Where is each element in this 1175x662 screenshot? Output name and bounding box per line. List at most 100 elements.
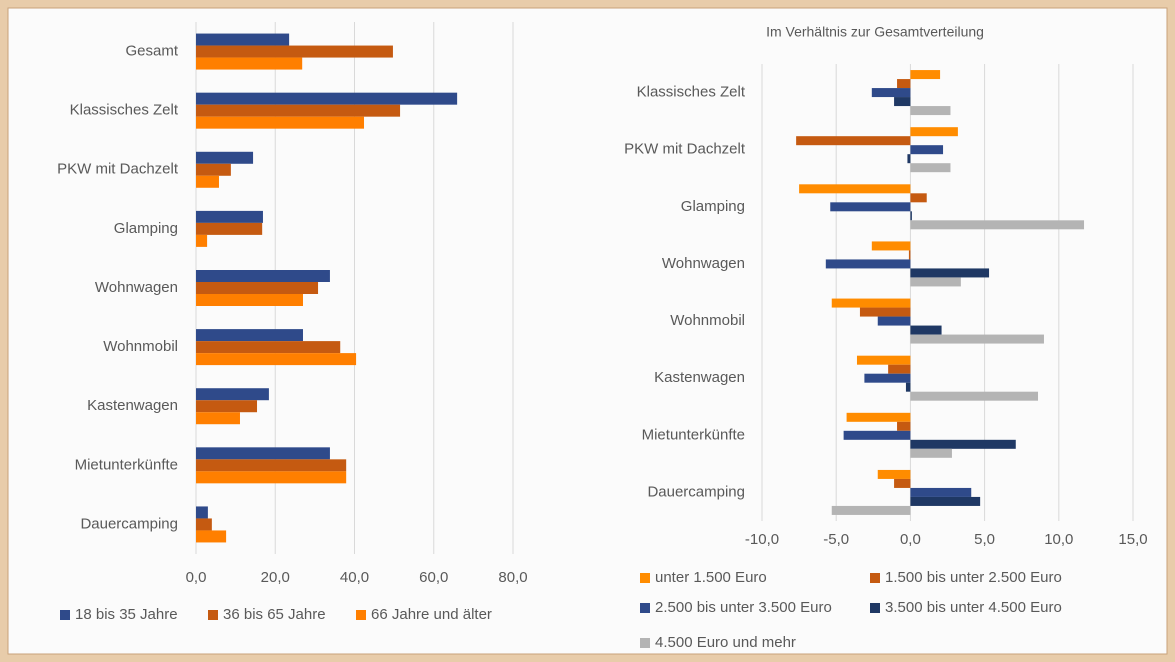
- x-tick-label: 5,0: [974, 531, 995, 548]
- bar: [910, 193, 927, 203]
- bar: [196, 104, 401, 117]
- bar: [196, 294, 303, 306]
- bar: [910, 325, 942, 335]
- bar: [910, 163, 951, 173]
- bar: [799, 184, 911, 194]
- bar: [856, 355, 911, 365]
- chart-title: Im Verhältnis zur Gesamtverteilung: [766, 24, 984, 40]
- bar: [897, 421, 911, 431]
- bar: [196, 341, 341, 354]
- y-tick-label: Dauercamping: [80, 515, 178, 532]
- bar: [894, 97, 911, 107]
- bar: [910, 277, 961, 287]
- legend-swatch: [60, 610, 70, 620]
- bar: [196, 447, 330, 460]
- legend-label: unter 1.500 Euro: [655, 569, 767, 586]
- y-tick-label: Mietunterkünfte: [75, 456, 178, 473]
- x-tick-label: 15,0: [1118, 531, 1147, 548]
- bar: [910, 211, 912, 221]
- legend-label: 36 bis 65 Jahre: [223, 606, 326, 623]
- legend-label: 66 Jahre und älter: [371, 606, 492, 623]
- legend-label: 4.500 Euro und mehr: [655, 634, 796, 651]
- bar: [910, 448, 952, 458]
- y-tick-label: Wohnwagen: [662, 255, 745, 272]
- bar: [196, 518, 212, 531]
- bar: [910, 220, 1085, 230]
- bar: [196, 530, 227, 543]
- bar: [196, 210, 263, 223]
- bar: [196, 92, 458, 105]
- y-tick-label: PKW mit Dachzelt: [57, 161, 179, 178]
- x-tick-label: -10,0: [745, 531, 779, 548]
- bar: [877, 316, 911, 326]
- bar: [910, 334, 1044, 344]
- y-tick-label: PKW mit Dachzelt: [624, 141, 746, 158]
- bar: [830, 202, 911, 212]
- y-tick-label: Wohnmobil: [103, 338, 178, 355]
- legend-swatch: [870, 603, 880, 613]
- bar: [196, 282, 319, 294]
- y-tick-label: Wohnwagen: [95, 279, 178, 296]
- y-tick-label: Glamping: [114, 220, 178, 237]
- bar: [196, 353, 357, 366]
- legend-swatch: [870, 573, 880, 583]
- y-tick-label: Klassisches Zelt: [70, 102, 179, 119]
- bar: [908, 250, 911, 260]
- x-tick-label: 0,0: [186, 569, 207, 586]
- legend-label: 18 bis 35 Jahre: [75, 606, 178, 623]
- y-tick-label: Mietunterkünfte: [642, 426, 745, 443]
- bar: [196, 151, 254, 164]
- bar: [196, 222, 263, 235]
- bar: [831, 298, 911, 308]
- bar: [843, 430, 911, 440]
- legend-label: 1.500 bis unter 2.500 Euro: [885, 569, 1062, 586]
- legend-swatch: [640, 573, 650, 583]
- bar: [196, 116, 365, 129]
- x-tick-label: 10,0: [1044, 531, 1073, 548]
- bar: [871, 241, 911, 251]
- y-tick-label: Glamping: [681, 198, 745, 215]
- bar: [910, 496, 981, 506]
- y-tick-label: Wohnmobil: [670, 312, 745, 329]
- bar: [196, 459, 347, 472]
- bar: [864, 373, 911, 383]
- bar: [894, 478, 911, 488]
- bar: [196, 506, 208, 519]
- bar: [859, 307, 911, 317]
- x-tick-label: 20,0: [261, 569, 290, 586]
- bar: [196, 412, 240, 425]
- bar: [196, 400, 258, 413]
- bar: [196, 175, 219, 188]
- x-tick-label: 80,0: [498, 569, 527, 586]
- bar: [196, 388, 269, 401]
- y-tick-label: Klassisches Zelt: [637, 84, 746, 101]
- bar: [905, 382, 911, 392]
- bar: [846, 412, 911, 422]
- x-tick-label: 60,0: [419, 569, 448, 586]
- bar: [907, 154, 911, 164]
- y-tick-label: Gesamt: [125, 43, 178, 60]
- bar: [897, 79, 911, 89]
- bar: [825, 259, 911, 269]
- bar: [196, 234, 208, 247]
- x-tick-label: -5,0: [823, 531, 849, 548]
- legend-swatch: [208, 610, 218, 620]
- bar: [910, 391, 1039, 401]
- legend-label: 3.500 bis unter 4.500 Euro: [885, 599, 1062, 616]
- bar: [196, 163, 231, 176]
- legend-label: 2.500 bis unter 3.500 Euro: [655, 599, 832, 616]
- bar: [871, 88, 911, 98]
- bar: [910, 439, 1016, 449]
- bar: [196, 33, 290, 46]
- legend-swatch: [640, 638, 650, 648]
- bar: [910, 487, 972, 497]
- bar: [888, 364, 911, 374]
- bar: [196, 270, 330, 282]
- bar: [877, 469, 911, 479]
- y-tick-label: Kastenwagen: [654, 369, 745, 386]
- bar: [196, 45, 393, 58]
- bar: [796, 136, 911, 146]
- bar: [910, 127, 958, 137]
- bar: [196, 329, 303, 342]
